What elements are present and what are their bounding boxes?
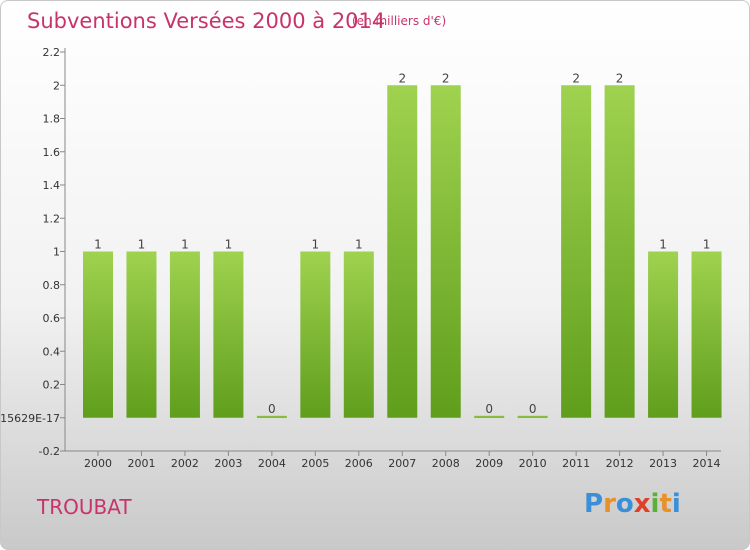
data-label: 1	[225, 238, 233, 252]
y-tick-label: 2	[53, 79, 60, 92]
bar	[430, 85, 461, 418]
x-tick-label: 2009	[475, 457, 503, 470]
y-tick-label: 2.2	[43, 46, 61, 59]
logo-letter: i	[650, 489, 660, 519]
x-tick-label: 2013	[649, 457, 677, 470]
data-label: 1	[703, 238, 711, 252]
logo-letter: i	[671, 489, 681, 519]
proxiti-logo: Proxiti	[584, 489, 681, 519]
bar	[604, 85, 635, 418]
data-label: 2	[572, 71, 580, 85]
y-tick-label: 1.6	[43, 146, 61, 159]
bar	[474, 415, 505, 418]
x-tick-label: 2000	[84, 457, 112, 470]
y-tick-label: 1.2	[43, 212, 61, 225]
data-label: 1	[138, 238, 146, 252]
x-tick-label: 2004	[258, 457, 286, 470]
bar	[126, 251, 157, 418]
data-label: 1	[659, 238, 667, 252]
logo-letter: P	[584, 489, 604, 519]
y-tick-label: 1.4	[43, 179, 61, 192]
y-tick-label: -0.2	[39, 445, 60, 458]
bar	[648, 251, 679, 418]
x-tick-label: 2002	[171, 457, 199, 470]
bar	[387, 85, 418, 418]
logo-letter: x	[633, 489, 651, 519]
x-tick-label: 2003	[214, 457, 242, 470]
data-label: 0	[485, 402, 493, 416]
y-tick-label: 1	[53, 246, 60, 259]
bar	[343, 251, 374, 418]
bar	[517, 415, 548, 418]
x-tick-label: 2012	[606, 457, 634, 470]
x-tick-label: 2005	[301, 457, 329, 470]
bar	[213, 251, 244, 418]
x-tick-label: 2011	[562, 457, 590, 470]
bar	[83, 251, 113, 418]
y-tick-label: -15629E-17	[1, 412, 60, 425]
logo-letter: o	[615, 489, 634, 519]
logo-letter: t	[659, 489, 672, 519]
data-label: 0	[268, 402, 276, 416]
data-label: 1	[94, 238, 102, 252]
commune-name: TROUBAT	[37, 495, 132, 519]
y-tick-label: 0.2	[43, 379, 61, 392]
x-tick-label: 2006	[345, 457, 373, 470]
bar	[561, 85, 592, 418]
logo-letter: r	[603, 489, 616, 519]
bar	[300, 251, 331, 418]
chart-title: Subventions Versées 2000 à 2014	[27, 9, 386, 33]
chart-axes: -0.2 -15629E-17 0.2 0.4 0.6 0.8 1 1.2 1.4 1.6 1.8 2…	[1, 46, 721, 470]
data-label: 2	[616, 71, 624, 85]
data-label: 1	[312, 238, 320, 252]
bar	[691, 251, 722, 418]
x-tick-label: 2001	[127, 457, 155, 470]
y-tick-label: 0.4	[43, 345, 61, 358]
chart-bars: 1 1 1 1 0 1 1 2 2 0 0 2 2 1 1	[83, 71, 722, 418]
x-tick-label: 2014	[693, 457, 721, 470]
x-tick-label: 2008	[432, 457, 460, 470]
x-tick-label: 2010	[519, 457, 547, 470]
data-label: 2	[398, 71, 406, 85]
bar	[169, 251, 200, 418]
y-tick-label: 1.8	[43, 113, 61, 126]
data-label: 1	[181, 238, 189, 252]
data-label: 1	[355, 238, 363, 252]
data-label: 2	[442, 71, 450, 85]
bar	[256, 415, 287, 418]
y-tick-label: 0.6	[43, 312, 61, 325]
y-tick-label: 0.8	[43, 279, 61, 292]
chart-unit: (en milliers d'€)	[352, 14, 447, 28]
data-label: 0	[529, 402, 537, 416]
x-tick-label: 2007	[388, 457, 416, 470]
